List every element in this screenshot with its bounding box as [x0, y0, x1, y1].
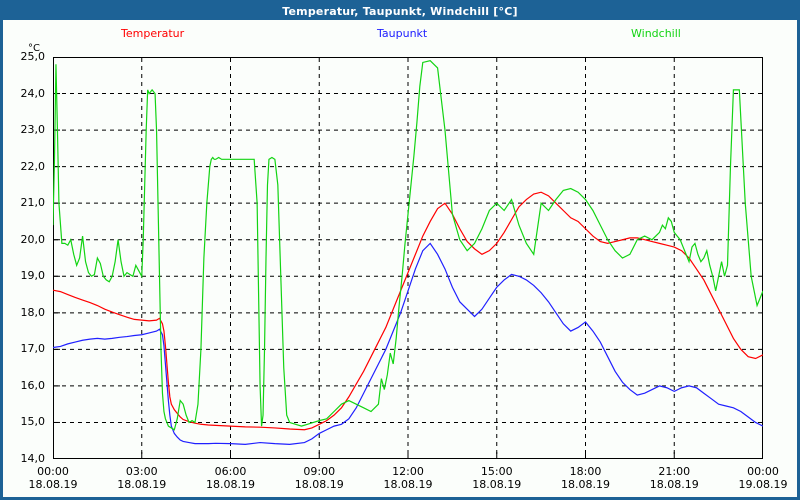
x-tick-date: 18.08.19 — [472, 478, 522, 491]
y-axis-tick-label: 24,0 — [20, 86, 46, 100]
y-axis-tick-label: 19,0 — [20, 269, 46, 283]
series-line-windchill — [53, 59, 763, 431]
x-tick-date: 18.08.19 — [28, 478, 78, 491]
window-title: Temperatur, Taupunkt, Windchill [°C] — [3, 3, 797, 20]
y-axis-tick-label: 23,0 — [20, 123, 46, 137]
x-axis-tick-label: 09:00 18.08.19 — [284, 465, 354, 491]
x-tick-date: 18.08.19 — [206, 478, 255, 491]
y-axis-tick-label: 20,0 — [20, 232, 46, 246]
x-axis-tick-label: 00:00 18.08.19 — [18, 465, 88, 491]
chart-svg — [53, 57, 763, 459]
y-axis-tick-label: 25,0 — [20, 50, 46, 63]
x-axis-tick-label: 12:00 18.08.19 — [373, 465, 443, 491]
x-tick-date: 18.08.19 — [383, 478, 433, 491]
y-axis-tick-label: 14,0 — [20, 452, 46, 465]
x-axis-tick-label: 06:00 18.08.19 — [196, 465, 266, 491]
x-tick-time: 15:00 — [480, 465, 513, 478]
x-tick-time: 21:00 — [658, 465, 691, 478]
x-tick-time: 09:00 — [303, 465, 336, 478]
y-axis-tick-label: 21,0 — [20, 196, 46, 210]
x-tick-time: 00:00 — [747, 465, 779, 478]
x-tick-time: 00:00 — [37, 465, 69, 478]
series-line-temperatur — [53, 191, 763, 431]
x-axis-tick-label: 00:00 19.08.19 — [728, 465, 798, 491]
x-axis-tick-label: 03:00 18.08.19 — [107, 465, 177, 491]
x-tick-time: 18:00 — [569, 465, 602, 478]
legend-item-dewpoint: Taupunkt — [377, 27, 428, 40]
x-tick-time: 03:00 — [125, 465, 158, 478]
data-series — [53, 59, 763, 445]
y-axis-tick-label: 17,0 — [20, 342, 46, 356]
x-tick-date: 19.08.19 — [738, 478, 788, 491]
legend-item-windchill: Windchill — [631, 27, 681, 40]
series-line-taupunkt — [53, 242, 763, 445]
plot-area — [53, 57, 763, 459]
gridlines — [54, 57, 762, 458]
y-axis-tick-label: 15,0 — [20, 415, 46, 429]
x-axis-tick-label: 21:00 18.08.19 — [639, 465, 709, 491]
y-axis-unit: °C — [28, 43, 40, 54]
x-tick-time: 12:00 — [392, 465, 424, 478]
x-tick-date: 18.08.19 — [117, 478, 167, 491]
x-axis-tick-label: 15:00 18.08.19 — [462, 465, 532, 491]
x-tick-time: 06:00 — [214, 465, 247, 478]
y-axis-tick-label: 22,0 — [20, 159, 46, 173]
y-axis-tick-label: 18,0 — [20, 305, 46, 319]
legend-item-temperature: Temperatur — [121, 27, 185, 40]
x-tick-date: 18.08.19 — [294, 478, 344, 491]
x-axis-tick-label: 18:00 18.08.19 — [551, 465, 621, 491]
x-tick-date: 18.08.19 — [649, 478, 699, 491]
x-tick-date: 18.08.19 — [561, 478, 610, 491]
y-axis-tick-label: 16,0 — [20, 378, 46, 392]
